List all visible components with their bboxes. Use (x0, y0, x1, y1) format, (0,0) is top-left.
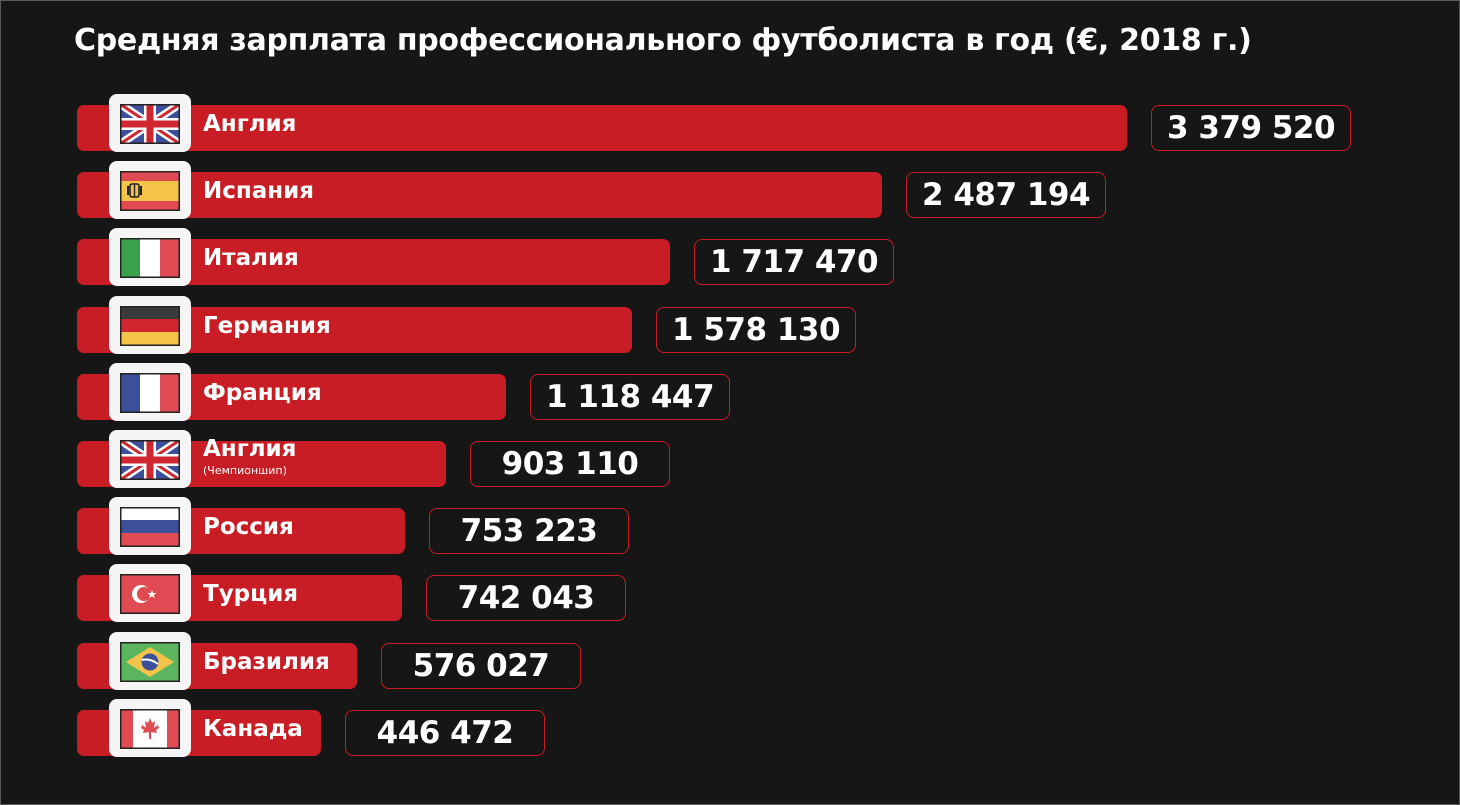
value-label: 2 487 194 (906, 172, 1106, 218)
flag-badge (109, 296, 191, 354)
germany-flag-icon (120, 306, 180, 346)
flag-badge (109, 363, 191, 421)
flag-badge (109, 228, 191, 286)
value-label: 446 472 (345, 710, 545, 756)
bar-row: Канада 446 472 (1, 699, 1460, 767)
bar-row: Турция 742 043 (1, 564, 1460, 632)
category-label: Италия (203, 245, 299, 271)
france-flag-icon (120, 373, 180, 413)
flag-badge (109, 699, 191, 757)
bar-row: Россия 753 223 (1, 497, 1460, 565)
category-label: Турция (203, 581, 299, 607)
value-label: 576 027 (381, 643, 581, 689)
value-label: 3 379 520 (1151, 105, 1351, 151)
flag-badge (109, 161, 191, 219)
category-sublabel: (Чемпионшип) (203, 464, 287, 477)
bar-row: Бразилия 576 027 (1, 632, 1460, 700)
bar-row: Италия 1 717 470 (1, 228, 1460, 296)
spain-flag-icon (120, 171, 180, 211)
bar-row: Германия 1 578 130 (1, 296, 1460, 364)
category-label: Англия (203, 111, 297, 137)
turkey-flag-icon (120, 574, 180, 614)
bar-row: Испания 2 487 194 (1, 161, 1460, 229)
bar-row: Англия (Чемпионшип) 903 110 (1, 430, 1460, 498)
value-label: 742 043 (426, 575, 626, 621)
brazil-flag-icon (120, 642, 180, 682)
bar (77, 105, 1127, 151)
russia-flag-icon (120, 507, 180, 547)
value-label: 903 110 (470, 441, 670, 487)
flag-badge (109, 94, 191, 152)
category-label: Канада (203, 716, 303, 742)
uk-flag-icon (120, 440, 180, 480)
bar-row: Франция 1 118 447 (1, 363, 1460, 431)
flag-badge (109, 564, 191, 622)
value-label: 753 223 (429, 508, 629, 554)
value-label: 1 578 130 (656, 307, 856, 353)
flag-badge (109, 430, 191, 488)
category-label: Германия (203, 313, 331, 339)
category-label: Испания (203, 178, 315, 204)
canada-flag-icon (120, 709, 180, 749)
flag-badge (109, 632, 191, 690)
value-label: 1 717 470 (694, 239, 894, 285)
category-label: Россия (203, 514, 294, 540)
chart-title: Средняя зарплата профессионального футбо… (74, 23, 1252, 58)
flag-badge (109, 497, 191, 555)
uk-flag-icon (120, 104, 180, 144)
value-label: 1 118 447 (530, 374, 730, 420)
category-label: Бразилия (203, 649, 330, 675)
bar (77, 172, 882, 218)
category-label: Англия (203, 436, 297, 462)
italy-flag-icon (120, 238, 180, 278)
bar-row: Англия 3 379 520 (1, 94, 1460, 162)
category-label: Франция (203, 380, 322, 406)
